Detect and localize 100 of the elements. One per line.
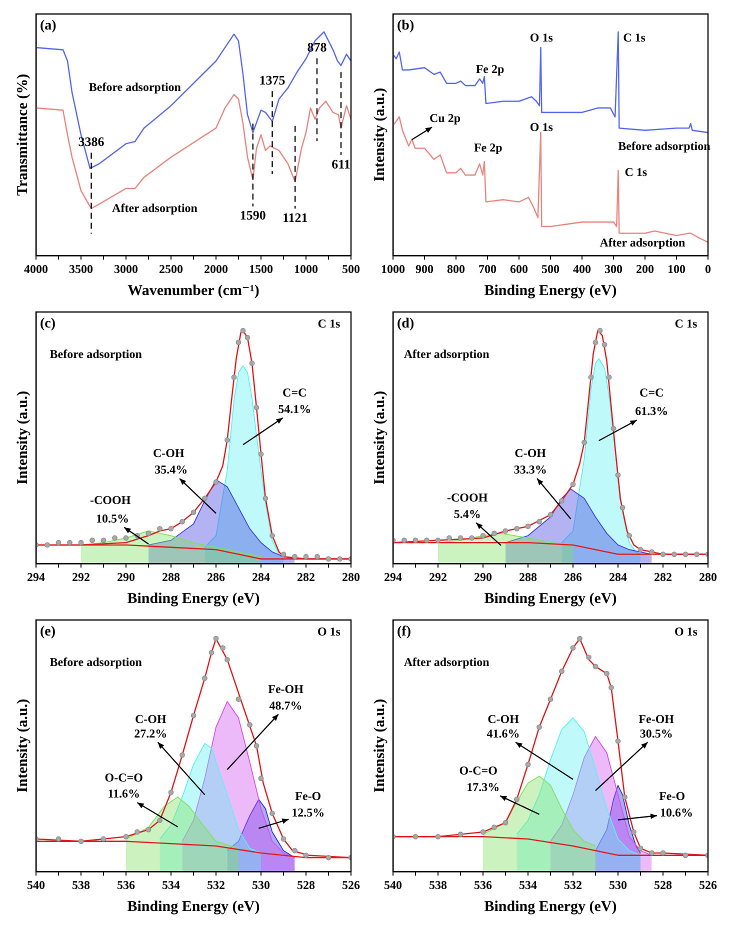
- annotation: Fe-O: [295, 789, 322, 804]
- annotation: Fe-OH: [638, 712, 675, 726]
- ref-line-label: 1590: [240, 208, 266, 223]
- annotation: 30.5%: [640, 726, 673, 740]
- x-tick-label: 288: [519, 570, 537, 584]
- annotation: O 1s: [674, 624, 698, 639]
- x-tick-label: 286: [564, 570, 582, 584]
- x-tick-label: 4000: [24, 262, 48, 276]
- x-axis-title: Binding Energy (eV): [127, 898, 260, 915]
- annotation: Before adsorption: [50, 654, 142, 669]
- x-tick-label: 280: [342, 570, 360, 584]
- x-tick-label: 530: [609, 878, 627, 892]
- annotation: Before adsorption: [88, 80, 182, 94]
- annotation: After adsorption: [404, 654, 490, 669]
- chart-title: (d): [397, 316, 414, 332]
- x-tick-label: 290: [474, 570, 492, 584]
- x-tick-label: 536: [117, 878, 135, 892]
- ref-line-label: 611: [332, 156, 350, 172]
- annotation: C=C: [282, 386, 307, 400]
- x-tick-label: 700: [478, 262, 496, 276]
- annotation: C-OH: [488, 712, 520, 726]
- y-axis-title: Intensity (a.u.): [14, 698, 31, 793]
- x-tick-label: 500: [342, 262, 360, 276]
- x-tick-label: 290: [117, 570, 135, 584]
- x-axis-title: Binding Energy (eV): [484, 590, 617, 607]
- annotation: Fe 2p: [476, 62, 505, 76]
- annotation: 48.7%: [269, 698, 302, 712]
- x-tick-label: 3500: [69, 262, 93, 276]
- x-tick-label: 500: [542, 262, 560, 276]
- ref-line-label: 1121: [282, 210, 308, 225]
- annotation: Fe-O: [659, 789, 686, 804]
- annotation: After adsorption: [112, 200, 198, 215]
- annotation: C 1s: [674, 316, 698, 331]
- x-axis-title: Binding Energy (eV): [484, 282, 617, 299]
- annotation: 54.1%: [278, 402, 312, 416]
- annotation: After adsorption: [404, 346, 490, 361]
- x-tick-label: 534: [162, 878, 180, 892]
- x-tick-label: 294: [27, 570, 45, 584]
- x-tick-label: 526: [699, 878, 717, 892]
- annotation: -COOH: [447, 490, 488, 505]
- annotation: O-C=O: [104, 770, 143, 785]
- ref-line-label: 1375: [259, 72, 286, 88]
- annotation: C-OH: [152, 446, 185, 460]
- annotation: 41.6%: [486, 726, 520, 740]
- x-tick-label: 286: [207, 570, 225, 584]
- x-tick-label: 2000: [204, 262, 228, 276]
- x-tick-label: 280: [699, 570, 717, 584]
- x-tick-label: 530: [252, 878, 270, 892]
- annotation: 61.3%: [635, 404, 668, 418]
- x-tick-label: 538: [429, 878, 447, 892]
- annotation: 35.4%: [154, 462, 188, 477]
- x-tick-label: 528: [297, 878, 315, 892]
- x-tick-label: 532: [207, 878, 225, 892]
- annotation: 10.6%: [660, 806, 693, 820]
- x-tick-label: 534: [519, 878, 537, 892]
- y-axis-title: Intensity (a.u.): [372, 390, 388, 485]
- x-tick-label: 200: [636, 262, 654, 276]
- annotation: 5.4%: [454, 506, 481, 521]
- x-tick-label: 1000: [381, 262, 405, 276]
- annotation: After adsorption: [600, 236, 686, 250]
- annotation: C 1s: [318, 316, 340, 331]
- chart-title: (b): [397, 18, 414, 34]
- x-tick-label: 1000: [294, 262, 318, 276]
- x-tick-label: 294: [384, 570, 402, 584]
- chart-title: (e): [40, 624, 56, 640]
- annotation: 27.2%: [134, 726, 168, 740]
- annotation: Cu 2p: [429, 111, 461, 126]
- annotation: Fe-OH: [268, 682, 304, 696]
- annotation: Before adsorption: [50, 346, 142, 361]
- annotation: O 1s: [530, 120, 554, 134]
- x-tick-label: 292: [72, 570, 90, 584]
- x-tick-label: 538: [72, 878, 90, 892]
- annotation: -COOH: [90, 492, 132, 507]
- annotation: 17.3%: [466, 780, 500, 794]
- annotation: C-OH: [514, 446, 547, 460]
- chart-title: (f): [397, 624, 412, 640]
- x-tick-label: 284: [252, 570, 270, 584]
- x-tick-label: 400: [573, 262, 591, 276]
- annotation: O 1s: [530, 30, 554, 45]
- chart-title: (c): [40, 316, 56, 332]
- x-tick-label: 2500: [159, 262, 183, 276]
- x-tick-label: 526: [342, 878, 360, 892]
- y-axis-title: Intensity (a.u.): [14, 390, 31, 485]
- y-axis-title: Transmittance (%): [14, 74, 31, 196]
- x-tick-label: 282: [297, 570, 315, 584]
- x-tick-label: 288: [162, 570, 180, 584]
- annotation: O 1s: [317, 624, 341, 639]
- x-tick-label: 528: [654, 878, 672, 892]
- x-tick-label: 600: [510, 262, 528, 276]
- annotation: C=C: [640, 386, 664, 400]
- x-tick-label: 800: [447, 262, 465, 276]
- x-tick-label: 540: [27, 878, 45, 892]
- x-axis-title: Wavenumber (cm⁻¹): [128, 282, 260, 299]
- x-tick-label: 0: [705, 262, 711, 276]
- annotation: 33.3%: [514, 462, 547, 477]
- annotation: C-OH: [134, 712, 167, 726]
- annotation: O-C=O: [459, 764, 498, 778]
- x-tick-label: 284: [609, 570, 627, 584]
- chart-title: (a): [40, 18, 57, 34]
- annotation: C 1s: [624, 164, 648, 179]
